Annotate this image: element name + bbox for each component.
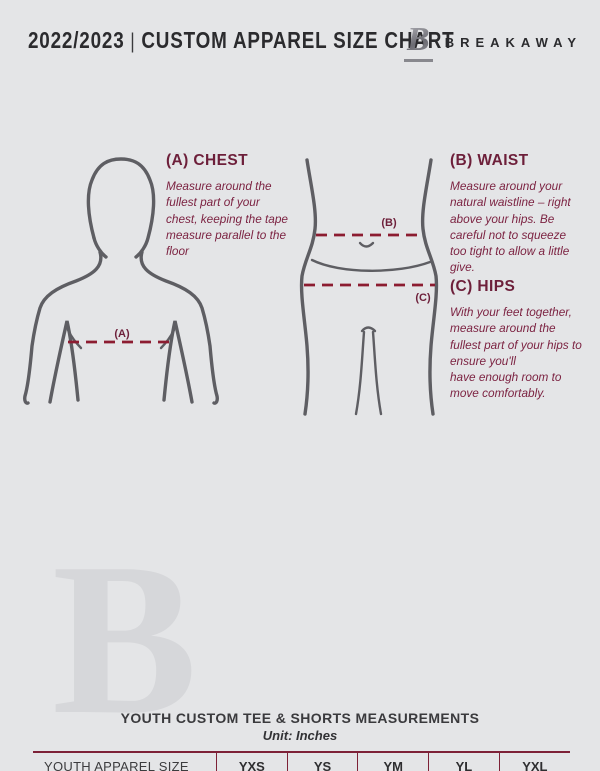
table-header-row: YOUTH APPAREL SIZE YXS YS YM YL YXL bbox=[33, 752, 570, 771]
chart-title: CUSTOM APPAREL SIZE CHART bbox=[141, 27, 455, 53]
left-armpit-crease bbox=[66, 328, 83, 350]
upper-body-diagram: (A) bbox=[23, 157, 219, 405]
column-header: YXL bbox=[498, 752, 570, 771]
brand-logo: B BREAKAWAY bbox=[404, 22, 582, 62]
hip-crease-line bbox=[310, 258, 432, 272]
head-outline bbox=[86, 157, 156, 259]
right-inner-leg-line bbox=[371, 330, 383, 416]
youth-size-table: YOUTH APPAREL SIZE YXS YS YM YL YXL (A) … bbox=[33, 751, 570, 771]
youth-size-section: YOUTH CUSTOM TEE & SHORTS MEASUREMENTS U… bbox=[0, 710, 600, 771]
right-armpit-crease bbox=[159, 328, 176, 350]
chest-instruction-body: Measure around the fullest part of your … bbox=[166, 179, 288, 259]
right-torso-outline bbox=[420, 158, 439, 416]
right-chest-line bbox=[162, 320, 194, 404]
hips-instruction-body: With your feet together, measure around … bbox=[450, 305, 582, 401]
hips-instruction-heading: (C) HIPS bbox=[450, 278, 516, 295]
left-chest-line bbox=[48, 320, 80, 404]
waist-instruction-body: Measure around your natural waistline – … bbox=[450, 179, 571, 275]
column-header: YM bbox=[357, 752, 429, 771]
youth-unit-label: Unit: Inches bbox=[262, 728, 338, 743]
chest-measure-label: (A) bbox=[114, 328, 130, 340]
title-separator: | bbox=[130, 30, 136, 53]
left-torso-outline bbox=[299, 158, 318, 416]
jaw-line bbox=[92, 236, 108, 259]
waist-instruction: (B) WAIST Measure around your natural wa… bbox=[450, 152, 575, 276]
chest-instruction-heading: (A) CHEST bbox=[166, 152, 248, 169]
brand-logo-icon: B bbox=[404, 22, 433, 62]
youth-section-title: YOUTH CUSTOM TEE & SHORTS MEASUREMENTS bbox=[120, 710, 480, 726]
column-header: YXS bbox=[216, 752, 288, 771]
right-shoulder-arm-outline bbox=[139, 250, 219, 405]
page-title: 2022/2023 | CUSTOM APPAREL SIZE CHART bbox=[28, 27, 455, 54]
lower-torso-diagram: (B) (C) bbox=[299, 158, 439, 416]
waist-instruction-heading: (B) WAIST bbox=[450, 152, 529, 169]
left-shoulder-arm-outline bbox=[23, 250, 103, 405]
column-header: YOUTH APPAREL SIZE bbox=[44, 758, 189, 771]
left-inner-leg-line bbox=[354, 330, 366, 416]
measurement-diagrams: (A) (A) CHEST Measure around the fullest… bbox=[0, 140, 600, 425]
waist-measure-label: (B) bbox=[381, 217, 397, 229]
chest-instruction: (A) CHEST Measure around the fullest par… bbox=[166, 152, 294, 259]
page-header: 2022/2023 | CUSTOM APPAREL SIZE CHART B BR… bbox=[0, 0, 600, 70]
season-year: 2022/2023 bbox=[28, 27, 125, 53]
navel bbox=[358, 241, 375, 248]
column-header: YL bbox=[428, 752, 500, 771]
hips-instruction: (C) HIPS With your feet together, measur… bbox=[450, 278, 582, 402]
column-header: YS bbox=[286, 752, 358, 771]
crotch-curve bbox=[360, 326, 377, 333]
brand-name: BREAKAWAY bbox=[444, 34, 583, 50]
hip-measure-label: (C) bbox=[415, 292, 431, 304]
